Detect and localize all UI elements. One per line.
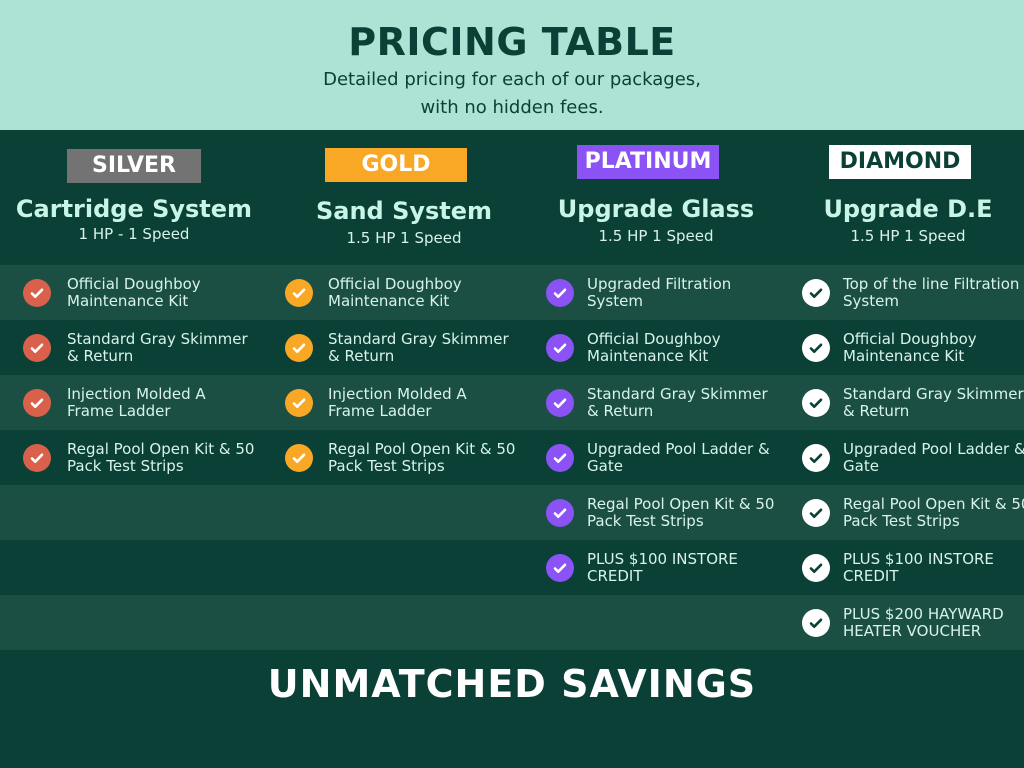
feature-item: Regal Pool Open Kit & 50 Pack Test Strip… [285, 430, 518, 485]
feature-text: Standard Gray Skimmer & Return [67, 329, 248, 365]
feature-item: Standard Gray Skimmer & Return [285, 320, 518, 375]
feature-item: Official Doughboy Maintenance Kit [23, 265, 257, 320]
tier-badge: GOLD [325, 148, 467, 182]
check-icon [285, 388, 313, 417]
check-icon [802, 498, 830, 527]
tier-badge: SILVER [67, 149, 201, 183]
plan-spec: 1.5 HP 1 Speed [346, 229, 462, 247]
row-band [0, 265, 1024, 320]
check-icon [546, 443, 574, 472]
check-icon [23, 443, 51, 472]
row-band [0, 485, 1024, 540]
check-icon [802, 278, 830, 307]
feature-text: Top of the line Filtration System [843, 274, 1020, 310]
feature-text: PLUS $200 HAYWARD HEATER VOUCHER [843, 604, 1004, 640]
header: PRICING TABLE Detailed pricing for each … [0, 0, 1024, 130]
feature-item: Regal Pool Open Kit & 50 Pack Test Strip… [802, 485, 1024, 540]
plan-name: Upgrade D.E [823, 195, 993, 223]
check-icon [802, 388, 830, 417]
page-title: PRICING TABLE [348, 20, 676, 64]
feature-item: Upgraded Filtration System [546, 265, 777, 320]
feature-item: Regal Pool Open Kit & 50 Pack Test Strip… [546, 485, 777, 540]
feature-item: Regal Pool Open Kit & 50 Pack Test Strip… [23, 430, 257, 485]
feature-text: Standard Gray Skimmer & Return [328, 329, 509, 365]
check-icon [285, 443, 313, 472]
feature-text: Upgraded Pool Ladder & Gate [843, 439, 1024, 475]
subtitle-line-2: with no hidden fees. [420, 97, 604, 118]
check-icon [546, 333, 574, 362]
feature-item: Official Doughboy Maintenance Kit [802, 320, 1024, 375]
feature-item: Injection Molded A Frame Ladder [23, 375, 257, 430]
check-icon [546, 498, 574, 527]
footer-tagline: UNMATCHED SAVINGS [267, 662, 757, 706]
tier-badge: PLATINUM [577, 145, 719, 179]
feature-text: Official Doughboy Maintenance Kit [843, 329, 977, 365]
check-icon [23, 388, 51, 417]
feature-item: Upgraded Pool Ladder & Gate [802, 430, 1024, 485]
check-icon [802, 553, 830, 582]
plan-spec: 1.5 HP 1 Speed [850, 227, 966, 245]
feature-item: PLUS $200 HAYWARD HEATER VOUCHER [802, 595, 1024, 650]
check-icon [802, 443, 830, 472]
row-band [0, 375, 1024, 430]
feature-item: Standard Gray Skimmer & Return [23, 320, 257, 375]
feature-item: Upgraded Pool Ladder & Gate [546, 430, 777, 485]
feature-text: Injection Molded A Frame Ladder [67, 384, 206, 420]
feature-text: Upgraded Filtration System [587, 274, 732, 310]
feature-text: Upgraded Pool Ladder & Gate [587, 439, 770, 475]
plan-name: Upgrade Glass [557, 195, 755, 223]
tier-badge: DIAMOND [829, 145, 971, 179]
feature-text: PLUS $100 INSTORE CREDIT [843, 549, 994, 585]
subtitle-line-1: Detailed pricing for each of our package… [323, 69, 701, 90]
feature-item: Official Doughboy Maintenance Kit [546, 320, 777, 375]
feature-text: Official Doughboy Maintenance Kit [328, 274, 462, 310]
check-icon [546, 278, 574, 307]
feature-item: Official Doughboy Maintenance Kit [285, 265, 518, 320]
feature-text: Official Doughboy Maintenance Kit [67, 274, 201, 310]
feature-item: Standard Gray Skimmer & Return [546, 375, 777, 430]
check-icon [546, 553, 574, 582]
feature-text: Regal Pool Open Kit & 50 Pack Test Strip… [67, 439, 255, 475]
feature-item: Top of the line Filtration System [802, 265, 1024, 320]
check-icon [285, 278, 313, 307]
plan-name: Cartridge System [15, 195, 253, 223]
feature-text: Regal Pool Open Kit & 50 Pack Test Strip… [587, 494, 775, 530]
feature-item: Injection Molded A Frame Ladder [285, 375, 518, 430]
check-icon [802, 333, 830, 362]
check-icon [23, 333, 51, 362]
check-icon [802, 608, 830, 637]
feature-text: Regal Pool Open Kit & 50 Pack Test Strip… [843, 494, 1024, 530]
plan-spec: 1 HP - 1 Speed [78, 225, 190, 243]
plan-spec: 1.5 HP 1 Speed [598, 227, 714, 245]
plan-name: Sand System [315, 197, 493, 225]
feature-text: Injection Molded A Frame Ladder [328, 384, 467, 420]
check-icon [23, 278, 51, 307]
feature-text: Official Doughboy Maintenance Kit [587, 329, 721, 365]
row-band [0, 595, 1024, 650]
check-icon [285, 333, 313, 362]
feature-item: PLUS $100 INSTORE CREDIT [802, 540, 1024, 595]
feature-item: Standard Gray Skimmer & Return [802, 375, 1024, 430]
check-icon [546, 388, 574, 417]
feature-item: PLUS $100 INSTORE CREDIT [546, 540, 777, 595]
feature-text: PLUS $100 INSTORE CREDIT [587, 549, 738, 585]
feature-text: Regal Pool Open Kit & 50 Pack Test Strip… [328, 439, 516, 475]
feature-text: Standard Gray Skimmer & Return [843, 384, 1024, 420]
feature-text: Standard Gray Skimmer & Return [587, 384, 768, 420]
